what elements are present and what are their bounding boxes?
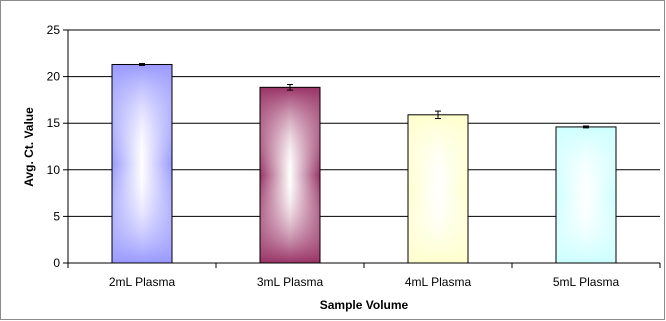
x-tick-labels: 2mL Plasma 3mL Plasma 4mL Plasma 5mL Plasma xyxy=(109,275,620,289)
x-tick-label: 3mL Plasma xyxy=(257,275,324,289)
bar-outline xyxy=(111,63,173,264)
bar-5ml-plasma xyxy=(555,126,617,264)
y-axis-title: Avg. Ct. Value xyxy=(22,107,36,187)
y-tick-label: 10 xyxy=(47,163,61,177)
error-bar xyxy=(139,63,145,66)
bar-outline xyxy=(555,126,617,264)
x-axis-title: Sample Volume xyxy=(320,298,409,312)
bar-4ml-plasma xyxy=(407,114,469,264)
bar-outline xyxy=(259,86,321,264)
bar-outline xyxy=(407,114,469,264)
error-bar xyxy=(287,84,293,91)
error-bar xyxy=(435,110,441,120)
y-tick-label: 20 xyxy=(47,70,61,84)
bar-2ml-plasma xyxy=(111,63,173,264)
error-bars xyxy=(139,63,589,129)
x-tick-label: 5mL Plasma xyxy=(553,275,620,289)
y-tick-label: 15 xyxy=(47,116,61,130)
y-tick-labels: 0 5 10 15 20 25 xyxy=(47,23,61,270)
axes xyxy=(63,29,661,268)
error-bar xyxy=(583,125,589,129)
bars xyxy=(111,63,617,264)
x-tick-label: 4mL Plasma xyxy=(405,275,472,289)
bar-3ml-plasma xyxy=(259,86,321,264)
y-tick-label: 25 xyxy=(47,23,61,37)
y-tick-label: 0 xyxy=(53,256,60,270)
y-tick-label: 5 xyxy=(53,209,60,223)
x-tick-label: 2mL Plasma xyxy=(109,275,176,289)
